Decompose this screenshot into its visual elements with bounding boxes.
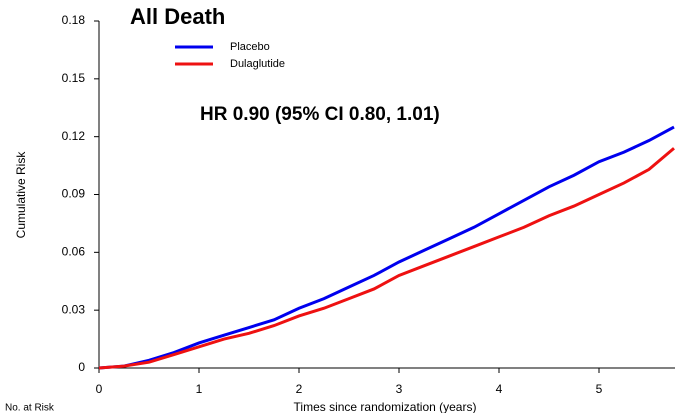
x-tick-label: 4	[496, 382, 503, 396]
y-tick-label: 0.18	[62, 13, 86, 27]
series-line	[98, 147, 675, 370]
x-tick-label: 2	[296, 382, 303, 396]
x-tick-label: 3	[396, 382, 403, 396]
y-tick-label: 0.09	[62, 187, 86, 201]
y-tick-label: 0.15	[62, 71, 86, 85]
series-line	[98, 125, 675, 370]
y-axis-label: Cumulative Risk	[14, 151, 28, 239]
y-tick-label: 0.03	[62, 302, 86, 316]
chart-title: All Death	[130, 4, 225, 29]
y-tick-label: 0.06	[62, 245, 86, 259]
annotation: HR 0.90 (95% CI 0.80, 1.01)	[200, 104, 440, 125]
x-tick-label: 5	[596, 382, 603, 396]
x-axis-label: Times since randomization (years)	[294, 400, 477, 413]
table-label: No. at Risk	[5, 403, 55, 413]
x-tick-label: 0	[96, 382, 103, 396]
y-tick-label: 0	[78, 360, 85, 374]
x-tick-label: 1	[196, 382, 203, 396]
legend-label: Dulaglutide	[230, 58, 285, 70]
y-tick-label: 0.12	[62, 129, 86, 143]
legend-label: Placebo	[230, 41, 270, 53]
